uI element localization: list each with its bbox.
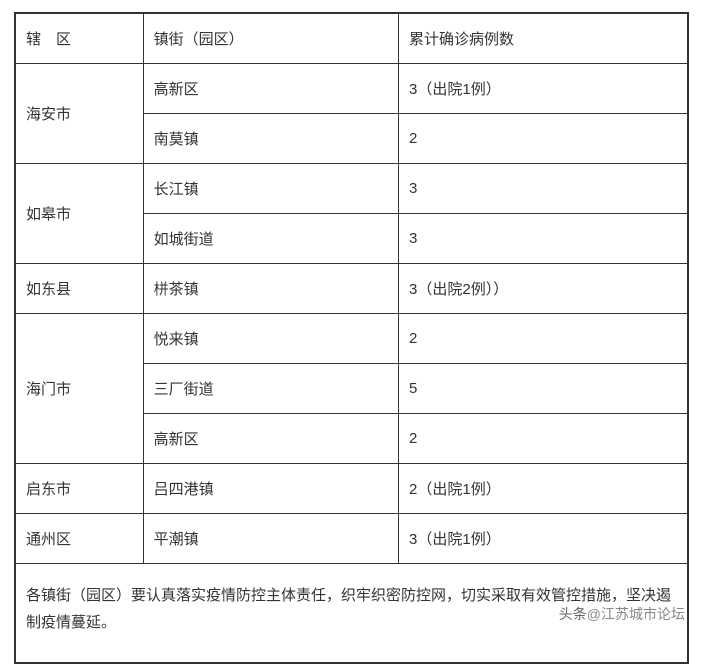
cases-cell: 2 (399, 114, 688, 164)
cases-cell: 5 (399, 364, 688, 414)
cases-cell: 3 (399, 164, 688, 214)
cases-cell: 3 (399, 214, 688, 264)
table-row: 通州区平潮镇3（出院1例） (16, 514, 688, 564)
cases-table: 辖 区镇街（园区）累计确诊病例数海安市高新区3（出院1例）南莫镇2如皋市长江镇3… (15, 13, 688, 663)
cases-table-container: 辖 区镇街（园区）累计确诊病例数海安市高新区3（出院1例）南莫镇2如皋市长江镇3… (14, 12, 689, 664)
watermark-at: @ (587, 606, 601, 622)
town-cell: 悦来镇 (143, 314, 398, 364)
header-district: 辖 区 (16, 14, 144, 64)
district-cell: 通州区 (16, 514, 144, 564)
table-row: 海门市悦来镇2 (16, 314, 688, 364)
cases-cell: 2 (399, 314, 688, 364)
town-cell: 三厂街道 (143, 364, 398, 414)
table-row: 如东县栟茶镇3（出院2例）） (16, 264, 688, 314)
table-header-row: 辖 区镇街（园区）累计确诊病例数 (16, 14, 688, 64)
watermark-source: 头条 (559, 606, 587, 622)
town-cell: 高新区 (143, 64, 398, 114)
district-cell: 海安市 (16, 64, 144, 164)
cases-cell: 3（出院1例） (399, 64, 688, 114)
header-town: 镇街（园区） (143, 14, 398, 64)
cases-cell: 3（出院1例） (399, 514, 688, 564)
watermark: 头条@江苏城市论坛 (559, 604, 685, 624)
cases-cell: 3（出院2例）） (399, 264, 688, 314)
district-cell: 启东市 (16, 464, 144, 514)
town-cell: 高新区 (143, 414, 398, 464)
district-cell: 海门市 (16, 314, 144, 464)
table-row: 海安市高新区3（出院1例） (16, 64, 688, 114)
header-cases: 累计确诊病例数 (399, 14, 688, 64)
table-row: 如皋市长江镇3 (16, 164, 688, 214)
town-cell: 南莫镇 (143, 114, 398, 164)
district-cell: 如皋市 (16, 164, 144, 264)
district-cell: 如东县 (16, 264, 144, 314)
cases-cell: 2 (399, 414, 688, 464)
cases-cell: 2（出院1例） (399, 464, 688, 514)
town-cell: 如城街道 (143, 214, 398, 264)
town-cell: 长江镇 (143, 164, 398, 214)
town-cell: 平潮镇 (143, 514, 398, 564)
watermark-name: 江苏城市论坛 (601, 606, 685, 622)
table-row: 启东市吕四港镇2（出院1例） (16, 464, 688, 514)
town-cell: 吕四港镇 (143, 464, 398, 514)
town-cell: 栟茶镇 (143, 264, 398, 314)
